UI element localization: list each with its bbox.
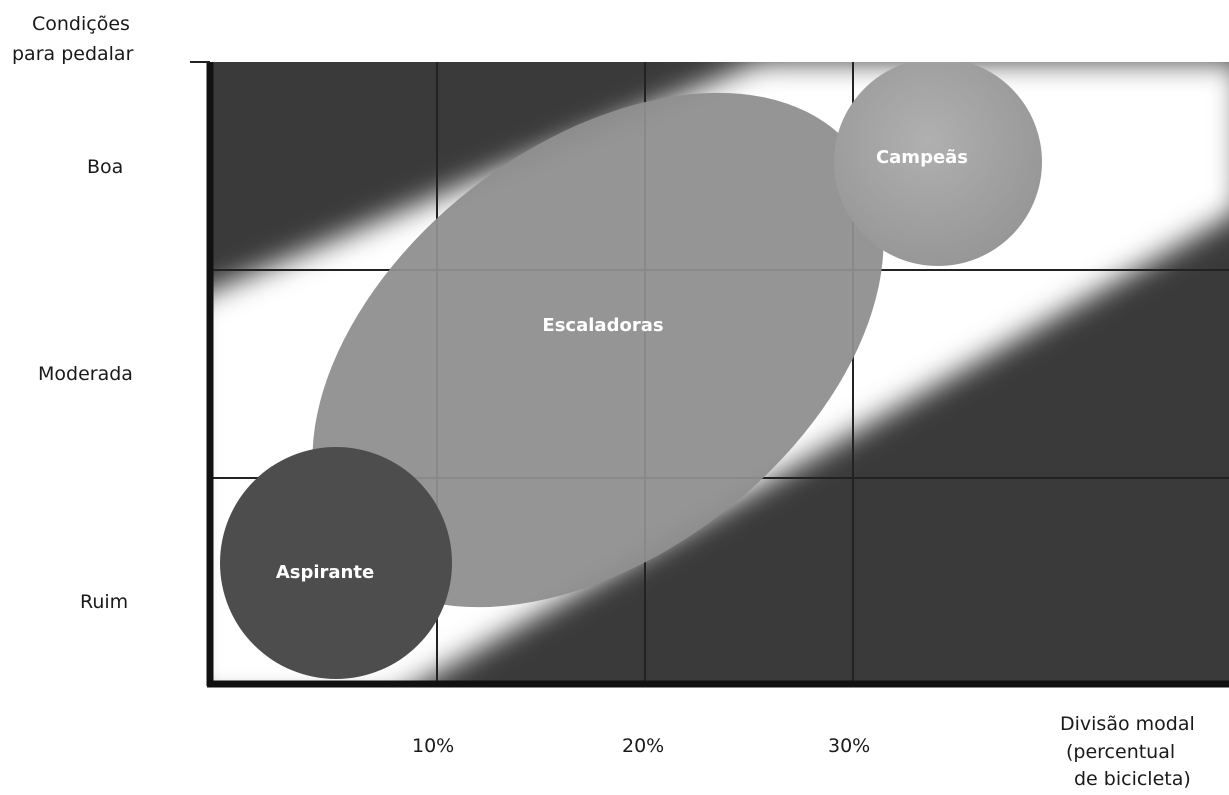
x-tick-30: 30% <box>828 735 871 757</box>
aspirante-label: Aspirante <box>276 562 374 583</box>
x-tick-20: 20% <box>622 735 665 757</box>
y-level-boa: Boa <box>87 156 124 178</box>
aspirante-region <box>220 447 452 679</box>
x-tick-10: 10% <box>412 735 455 757</box>
y-level-ruim: Ruim <box>80 591 129 613</box>
escaladoras-region <box>312 92 884 608</box>
campeas-label: Campeãs <box>876 147 968 168</box>
campeas-region <box>834 62 1042 266</box>
x-axis-title-line2: (percentual <box>1066 741 1176 763</box>
y-axis-title-line2: para pedalar <box>12 43 134 65</box>
y-level-moderada: Moderada <box>38 363 133 385</box>
y-axis-title-line1: Condições <box>32 13 130 35</box>
escaladoras-label: Escaladoras <box>542 315 663 336</box>
x-axis-title-line3: de bicicleta) <box>1074 768 1191 790</box>
x-axis-title-line1: Divisão modal <box>1060 713 1195 735</box>
